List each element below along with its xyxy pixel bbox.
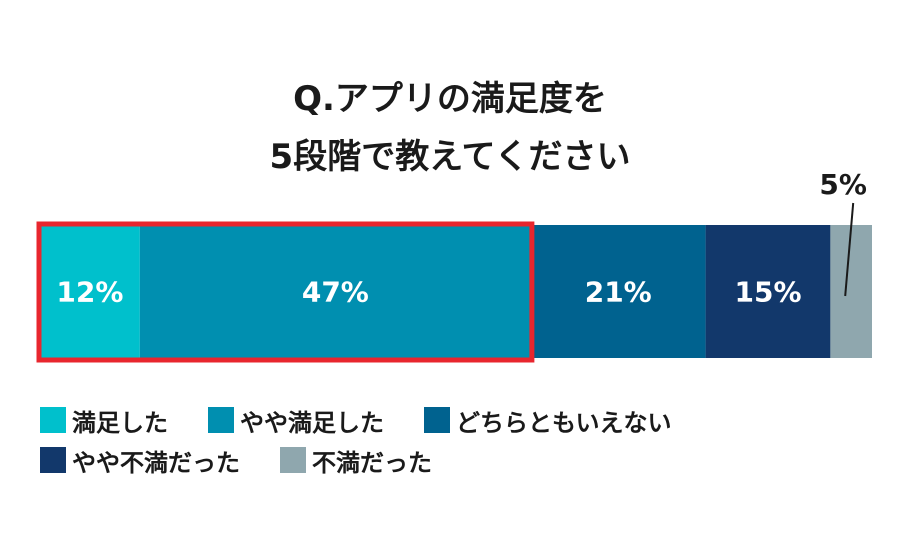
chart-title-line-1: Q.アプリの満足度を	[293, 79, 607, 119]
legend-label: やや不満だった	[72, 448, 240, 477]
data-label-5: 5%	[819, 168, 867, 201]
legend-swatch	[280, 447, 306, 473]
legend-item-satisfied: 満足した	[40, 403, 168, 438]
chart-title-line-2: 5段階で教えてください	[269, 137, 631, 177]
leader-line	[844, 202, 855, 297]
data-label-2: 47%	[302, 276, 369, 309]
legend-item-somewhat-dissatisfied: やや不満だった	[40, 443, 240, 478]
bar-segment-5	[830, 225, 872, 358]
legend-row-2: やや不満だった 不満だった	[40, 440, 880, 480]
legend-item-somewhat-satisfied: やや満足した	[208, 403, 384, 438]
legend-swatch	[208, 407, 234, 433]
legend-label: どちらともいえない	[456, 408, 672, 437]
bar-segment-4	[705, 225, 831, 358]
legend-label: 満足した	[72, 408, 168, 437]
highlight-box	[36, 221, 535, 363]
legend-row-1: 満足した やや満足した どちらともいえない	[40, 400, 880, 440]
bar-segment-3	[530, 225, 706, 358]
legend-label: やや満足した	[240, 408, 384, 437]
bar-segment-1	[40, 225, 140, 358]
legend-swatch	[40, 447, 66, 473]
legend: 満足した やや満足した どちらともいえない やや不満だった 不満だった	[40, 400, 880, 480]
legend-swatch	[424, 407, 450, 433]
bar-segment-2	[139, 225, 531, 358]
legend-swatch	[40, 407, 66, 433]
legend-item-neutral: どちらともいえない	[424, 403, 672, 438]
data-label-4: 15%	[734, 276, 801, 309]
data-label-3: 21%	[585, 276, 652, 309]
legend-item-dissatisfied: 不満だった	[280, 443, 432, 478]
data-label-1: 12%	[56, 276, 123, 309]
legend-label: 不満だった	[312, 448, 432, 477]
